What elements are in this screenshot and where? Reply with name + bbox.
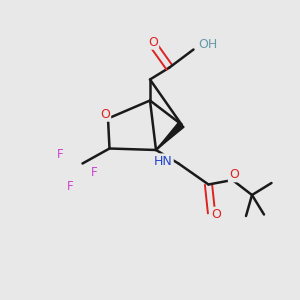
Text: O: O: [148, 35, 158, 49]
Text: F: F: [67, 179, 74, 193]
Text: OH: OH: [198, 38, 217, 52]
Text: O: O: [211, 208, 221, 221]
Text: F: F: [91, 166, 98, 179]
Polygon shape: [156, 122, 184, 150]
Text: O: O: [100, 107, 110, 121]
Text: F: F: [57, 148, 63, 161]
Text: O: O: [229, 168, 239, 181]
Text: HN: HN: [154, 154, 172, 168]
